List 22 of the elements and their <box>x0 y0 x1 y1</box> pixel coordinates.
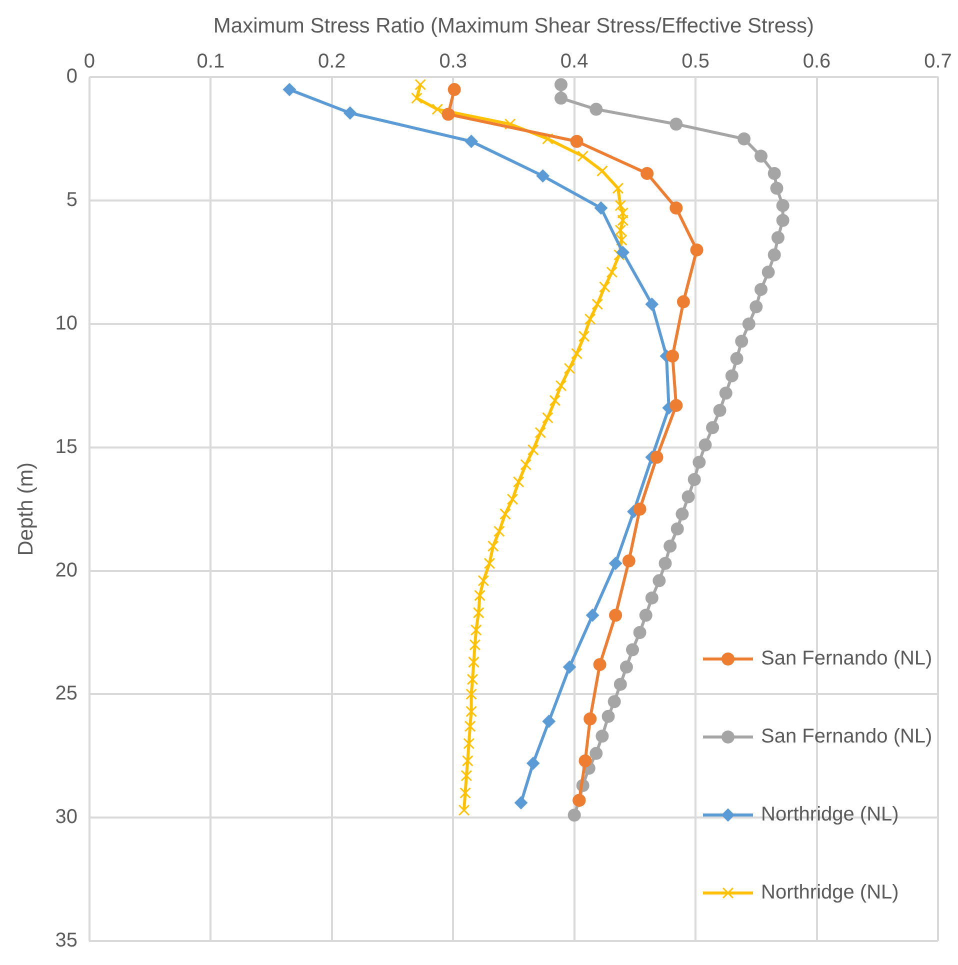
y-tick-label: 25 <box>55 682 78 705</box>
y-tick-label: 35 <box>55 930 78 952</box>
x-tick-label: 0 <box>84 50 96 73</box>
y-tick-label: 10 <box>55 312 78 335</box>
x-tick-label: 0.5 <box>682 50 710 73</box>
legend-label: Northridge (NL) <box>761 804 899 826</box>
x-tick-label: 0.4 <box>560 50 588 73</box>
x-axis-title: Maximum Stress Ratio (Maximum Shear Stress/Effective Stress) <box>213 14 814 38</box>
legend-label: Northridge (NL) <box>761 882 899 904</box>
legend-label: San Fernando (NL) <box>761 726 932 748</box>
x-tick-label: 0.2 <box>318 50 346 73</box>
y-axis-title: Depth (m) <box>14 462 38 556</box>
y-tick-label: 15 <box>55 436 78 458</box>
x-tick-label: 0.1 <box>196 50 225 73</box>
y-tick-label: 30 <box>55 806 78 828</box>
y-tick-label: 0 <box>66 66 78 88</box>
x-tick-label: 0.6 <box>802 50 831 73</box>
legend-label: San Fernando (NL) <box>761 648 932 670</box>
x-tick-label: 0.7 <box>924 50 952 73</box>
y-tick-label: 5 <box>66 189 78 212</box>
y-tick-label: 20 <box>55 559 78 582</box>
x-tick-label: 0.3 <box>439 50 468 73</box>
